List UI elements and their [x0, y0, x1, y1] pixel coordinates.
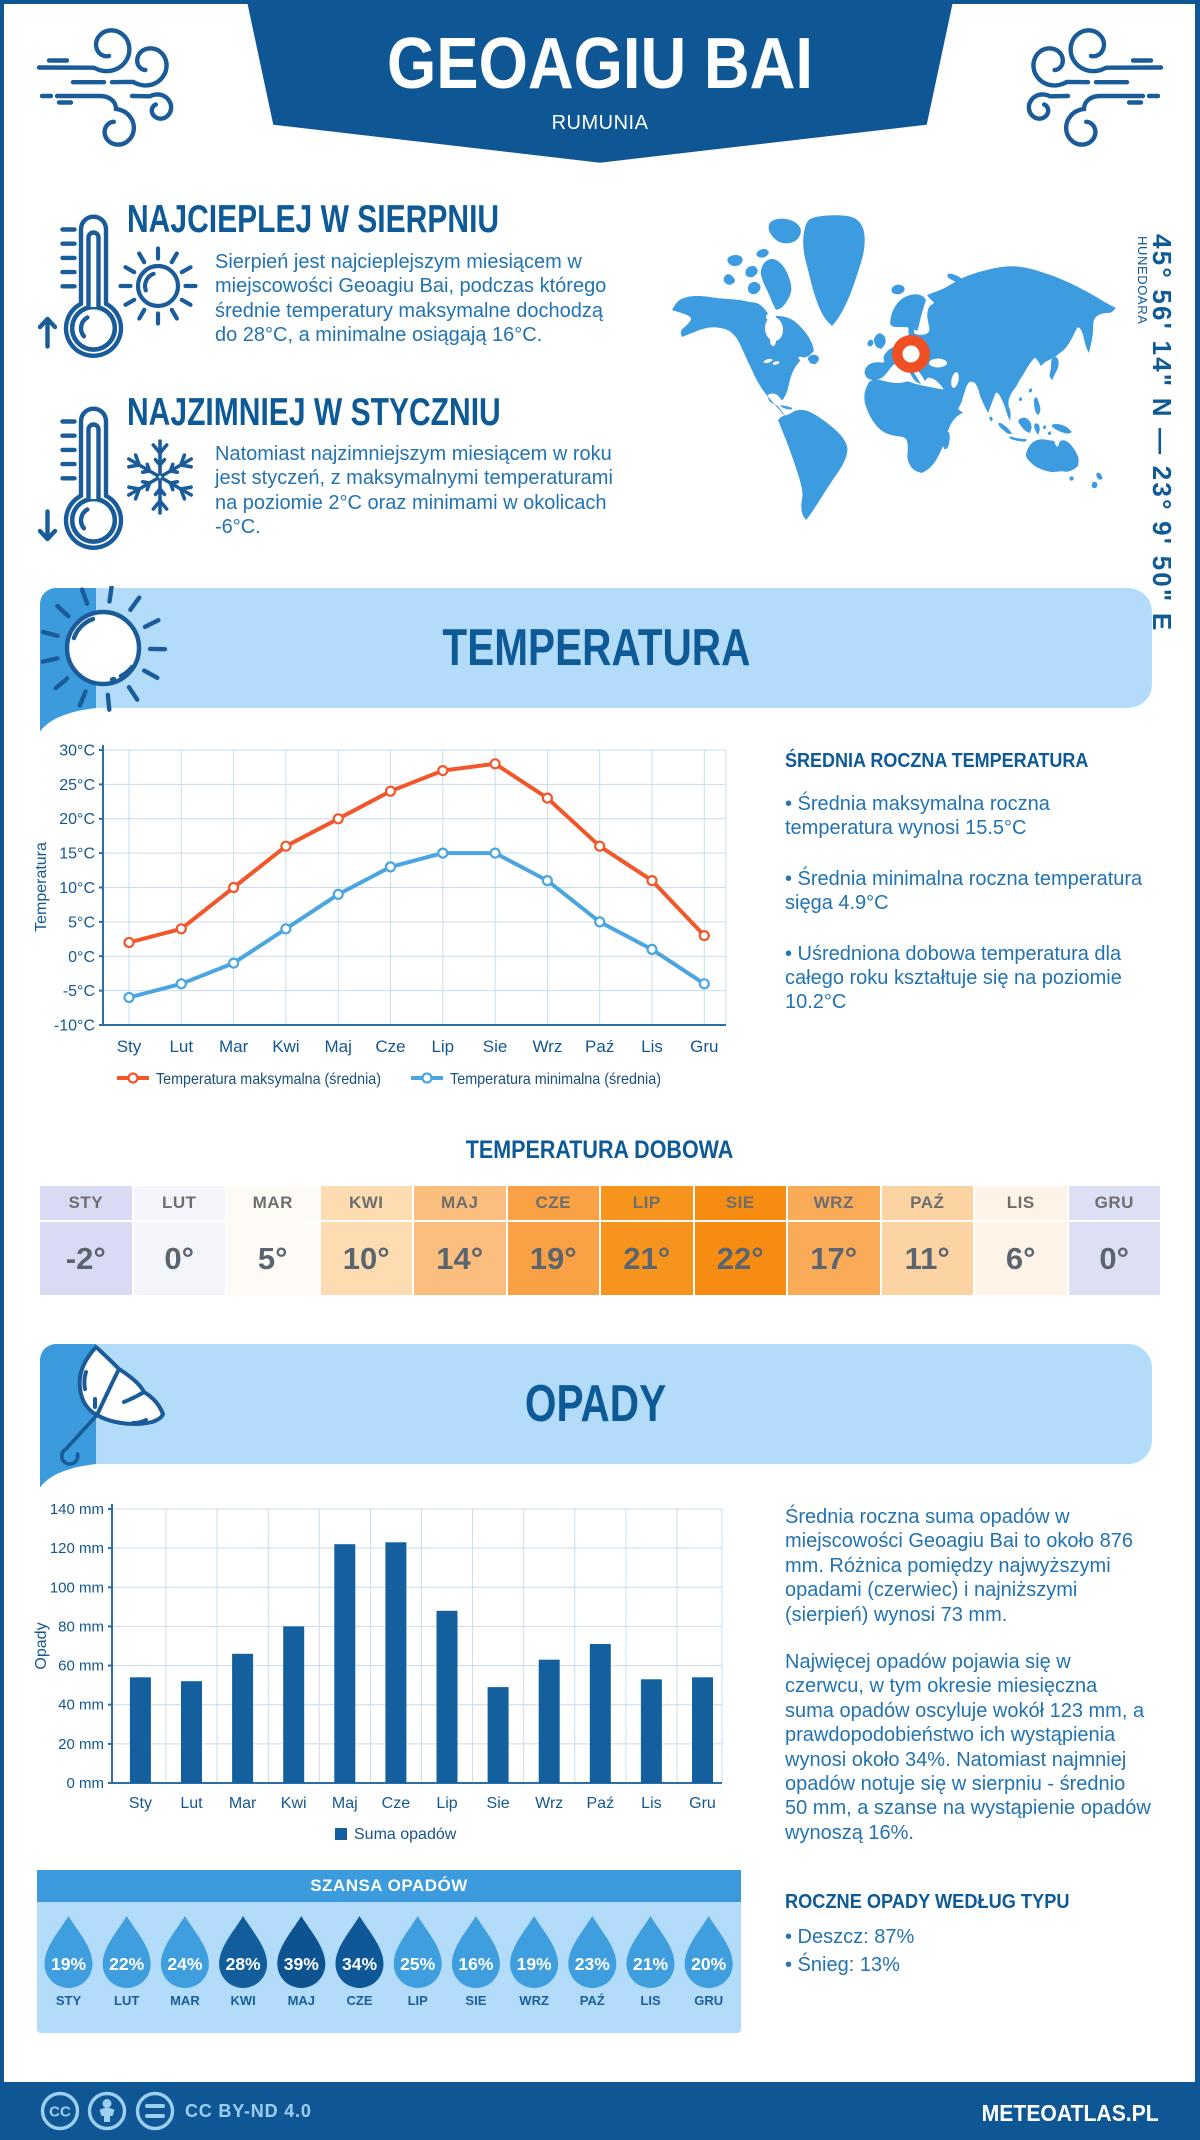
svg-text:CC: CC: [49, 2104, 71, 2121]
svg-text:Lis: Lis: [641, 1037, 663, 1056]
svg-text:-5°C: -5°C: [63, 983, 95, 1000]
svg-text:Temperatura minimalna (średnia: Temperatura minimalna (średnia): [450, 1071, 661, 1088]
svg-text:Opady: Opady: [33, 1622, 50, 1669]
svg-text:28%: 28%: [226, 1954, 261, 1974]
svg-text:25%: 25%: [400, 1954, 435, 1974]
svg-text:Lut: Lut: [180, 1795, 203, 1812]
svg-text:100 mm: 100 mm: [50, 1579, 104, 1596]
svg-text:140 mm: 140 mm: [50, 1501, 104, 1518]
svg-text:20 mm: 20 mm: [58, 1736, 104, 1753]
svg-text:39%: 39%: [284, 1954, 319, 1974]
svg-text:Wrz: Wrz: [535, 1795, 563, 1812]
svg-text:Temperatura: Temperatura: [33, 842, 50, 932]
svg-text:0 mm: 0 mm: [67, 1775, 105, 1792]
svg-text:CZE: CZE: [347, 1993, 373, 2008]
svg-text:0°C: 0°C: [68, 949, 95, 966]
svg-text:80 mm: 80 mm: [58, 1618, 104, 1635]
svg-text:Gru: Gru: [690, 1037, 718, 1056]
svg-text:10°C: 10°C: [59, 880, 95, 897]
svg-text:15°C: 15°C: [59, 846, 95, 863]
svg-text:5°C: 5°C: [68, 914, 95, 931]
svg-text:Paź: Paź: [587, 1795, 615, 1812]
svg-text:20°C: 20°C: [59, 811, 95, 828]
svg-text:19%: 19%: [51, 1954, 86, 1974]
svg-text:Maj: Maj: [332, 1795, 358, 1812]
svg-text:Gru: Gru: [689, 1795, 716, 1812]
svg-text:Lip: Lip: [431, 1037, 454, 1056]
svg-text:Mar: Mar: [219, 1037, 249, 1056]
svg-text:Cze: Cze: [382, 1795, 411, 1812]
svg-text:LUT: LUT: [114, 1993, 139, 2008]
svg-text:Sie: Sie: [487, 1795, 510, 1812]
svg-text:Sty: Sty: [129, 1795, 152, 1812]
svg-text:16%: 16%: [458, 1954, 493, 1974]
svg-text:Lut: Lut: [169, 1037, 193, 1056]
svg-text:-10°C: -10°C: [54, 1018, 95, 1035]
svg-text:Cze: Cze: [375, 1037, 405, 1056]
svg-text:Lip: Lip: [436, 1795, 457, 1812]
svg-text:Kwi: Kwi: [281, 1795, 307, 1812]
svg-text:STY: STY: [56, 1993, 82, 2008]
svg-text:CC BY-ND 4.0: CC BY-ND 4.0: [185, 2101, 312, 2121]
svg-text:MAR: MAR: [170, 1993, 200, 2008]
svg-text:LIP: LIP: [408, 1993, 429, 2008]
svg-text:25°C: 25°C: [59, 777, 95, 794]
svg-text:Sty: Sty: [117, 1037, 142, 1056]
svg-text:Kwi: Kwi: [272, 1037, 299, 1056]
svg-text:22%: 22%: [109, 1954, 144, 1974]
svg-text:Wrz: Wrz: [532, 1037, 562, 1056]
svg-text:PAŹ: PAŹ: [580, 1993, 605, 2008]
svg-text:Mar: Mar: [229, 1795, 257, 1812]
svg-text:MAJ: MAJ: [288, 1993, 315, 2008]
svg-text:60 mm: 60 mm: [58, 1658, 104, 1675]
svg-text:30°C: 30°C: [59, 743, 95, 760]
svg-text:GRU: GRU: [694, 1993, 723, 2008]
svg-text:120 mm: 120 mm: [50, 1540, 104, 1557]
svg-text:24%: 24%: [167, 1954, 202, 1974]
svg-text:Temperatura maksymalna (średni: Temperatura maksymalna (średnia): [156, 1071, 381, 1088]
svg-text:23%: 23%: [575, 1954, 610, 1974]
svg-text:Paź: Paź: [585, 1037, 614, 1056]
svg-text:Sie: Sie: [483, 1037, 508, 1056]
svg-text:SIE: SIE: [465, 1993, 486, 2008]
svg-text:KWI: KWI: [230, 1993, 255, 2008]
svg-text:Suma opadów: Suma opadów: [354, 1826, 457, 1843]
svg-text:20%: 20%: [691, 1954, 726, 1974]
svg-text:Lis: Lis: [641, 1795, 661, 1812]
svg-text:40 mm: 40 mm: [58, 1697, 104, 1714]
svg-text:34%: 34%: [342, 1954, 377, 1974]
svg-text:19%: 19%: [517, 1954, 552, 1974]
svg-text:21%: 21%: [633, 1954, 668, 1974]
svg-text:WRZ: WRZ: [519, 1993, 549, 2008]
svg-text:LIS: LIS: [640, 1993, 661, 2008]
svg-text:Maj: Maj: [324, 1037, 351, 1056]
